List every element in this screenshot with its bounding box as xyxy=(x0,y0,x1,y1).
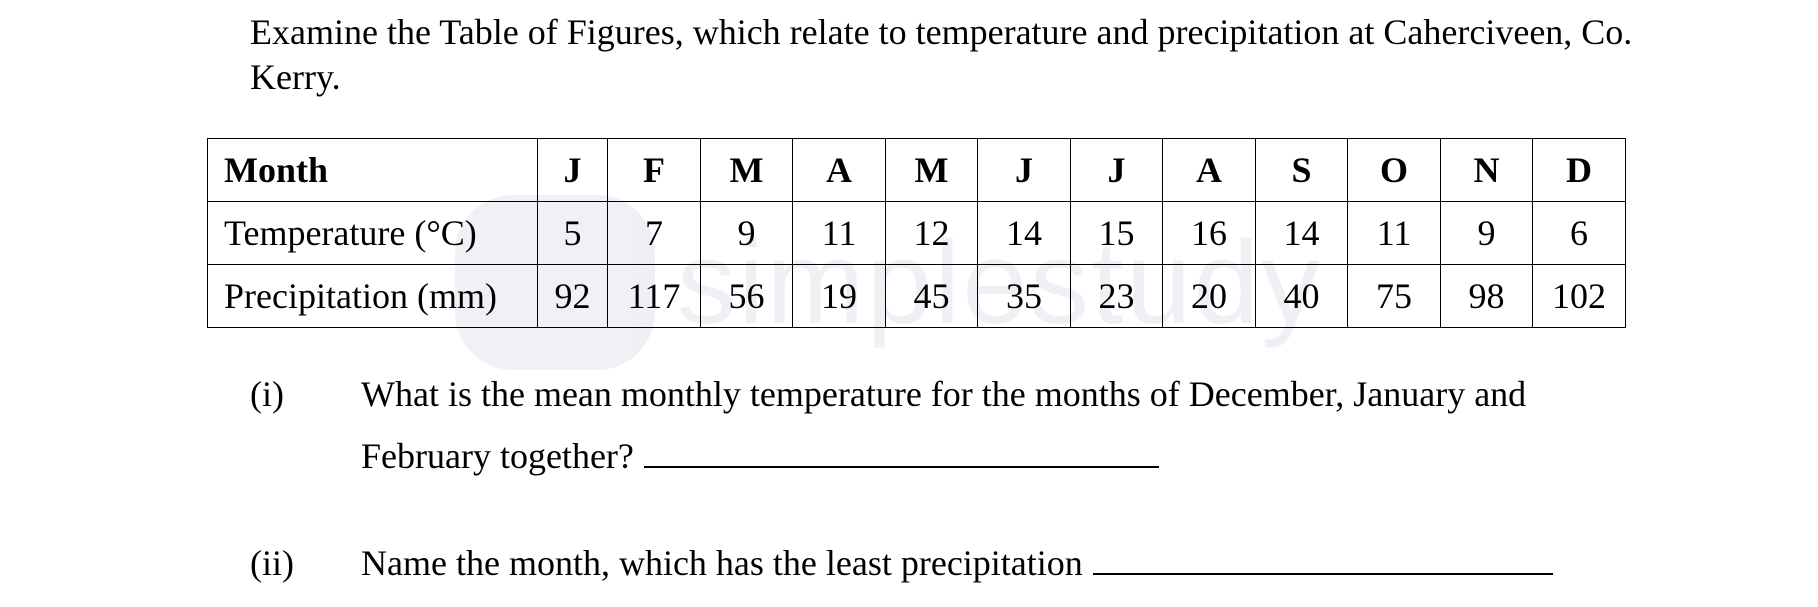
month-header-cell: S xyxy=(1255,138,1348,202)
month-header-cell: J xyxy=(1070,138,1163,202)
question-number: (i) xyxy=(250,374,284,414)
table-cell: 23 xyxy=(1070,264,1163,328)
table-cell: 6 xyxy=(1532,201,1626,265)
question-line: February together? xyxy=(361,436,634,476)
table-cell: 9 xyxy=(700,201,793,265)
table-cell: 75 xyxy=(1347,264,1441,328)
answer-blank[interactable] xyxy=(643,426,1159,468)
table-cell: 12 xyxy=(885,201,978,265)
table-cell: 16 xyxy=(1162,201,1256,265)
table-cell: 45 xyxy=(885,264,978,328)
month-header-cell: M xyxy=(700,138,793,202)
table-cell: 102 xyxy=(1532,264,1626,328)
table-cell: 14 xyxy=(977,201,1071,265)
table-cell: 19 xyxy=(792,264,886,328)
table-cell: 20 xyxy=(1162,264,1256,328)
table-cell: 35 xyxy=(977,264,1071,328)
climate-table: Month J F M A M J J A S O N D Temperatur… xyxy=(207,138,1626,328)
table-row: Precipitation (mm) 92 117 56 19 45 35 23… xyxy=(207,264,1626,328)
table-cell: 9 xyxy=(1440,201,1533,265)
table-cell: 117 xyxy=(607,264,701,328)
table-cell: 7 xyxy=(607,201,701,265)
table-cell: 15 xyxy=(1070,201,1163,265)
table-cell: 11 xyxy=(1347,201,1441,265)
row-label-temperature: Temperature (°C) xyxy=(207,201,538,265)
question-line: Name the month, which has the least prec… xyxy=(361,543,1083,583)
question-number: (ii) xyxy=(250,543,294,583)
table-row: Temperature (°C) 5 7 9 11 12 14 15 16 14… xyxy=(207,201,1626,265)
month-header-cell: O xyxy=(1347,138,1441,202)
intro-text: Examine the Table of Figures, which rela… xyxy=(250,12,1633,97)
table-header-row: Month J F M A M J J A S O N D xyxy=(207,138,1626,202)
month-header-cell: J xyxy=(977,138,1071,202)
answer-blank[interactable] xyxy=(1092,533,1553,575)
month-header-cell: A xyxy=(792,138,886,202)
month-header-cell: J xyxy=(537,138,608,202)
month-header-cell: A xyxy=(1162,138,1256,202)
table-cell: 98 xyxy=(1440,264,1533,328)
question-text: What is the mean monthly temperature for… xyxy=(361,363,1526,487)
month-header-cell: N xyxy=(1440,138,1533,202)
table-cell: 92 xyxy=(537,264,608,328)
month-header-cell: F xyxy=(607,138,701,202)
table-cell: 14 xyxy=(1255,201,1348,265)
month-header-cell: D xyxy=(1532,138,1626,202)
table-cell: 40 xyxy=(1255,264,1348,328)
table-cell: 11 xyxy=(792,201,886,265)
month-header: Month xyxy=(207,138,538,202)
row-label-precipitation: Precipitation (mm) xyxy=(207,264,538,328)
question-line: What is the mean monthly temperature for… xyxy=(361,374,1527,414)
table-cell: 56 xyxy=(700,264,793,328)
month-header-cell: M xyxy=(885,138,978,202)
table-cell: 5 xyxy=(537,201,608,265)
question-text: Name the month, which has the least prec… xyxy=(361,532,1553,594)
